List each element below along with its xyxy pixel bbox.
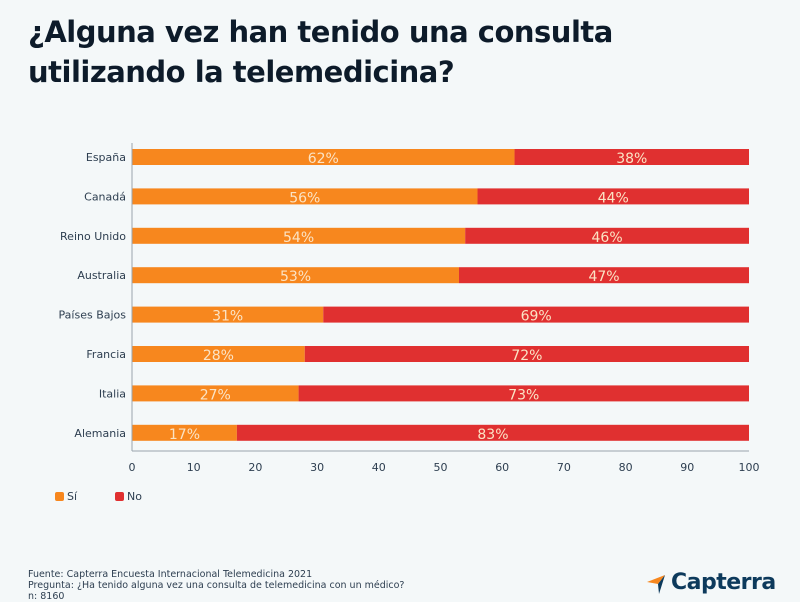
x-tick-label-100: 100 (739, 461, 760, 474)
bar-no-espana (514, 149, 749, 165)
source-note: Fuente: Capterra Encuesta Internacional … (28, 569, 313, 580)
bar-si-espana (132, 149, 515, 165)
bar-si-alemania (132, 424, 237, 441)
footer-notes: Fuente: Capterra Encuesta Internacional … (28, 569, 404, 602)
x-tick-label-30: 30 (310, 461, 324, 474)
bar-no-alemania (236, 424, 749, 441)
chart-title: ¿Alguna vez han tenido una consulta util… (28, 15, 613, 89)
legend-item-si: Sí (55, 490, 77, 503)
sample-note: n: 8160 (28, 591, 65, 602)
bar-si-australia (132, 267, 460, 284)
data-label-no-paises-bajos: 69% (521, 309, 552, 325)
bars-group: España 62% 38% Canadá 56% 44% Reino Unido 54% 46… (59, 149, 749, 443)
legend-label-si: Sí (67, 490, 78, 503)
data-label-si-paises-bajos: 31% (212, 309, 243, 325)
bar-si-italia (132, 385, 299, 402)
x-tick-label-40: 40 (372, 461, 386, 474)
x-tick-label-60: 60 (495, 461, 509, 474)
data-label-si-italia: 27% (200, 387, 231, 403)
data-label-no-australia: 47% (588, 269, 619, 285)
category-label-paises-bajos: Países Bajos (59, 309, 127, 322)
category-label-alemania: Alemania (74, 427, 126, 440)
bar-no-canada (477, 188, 749, 205)
data-label-si-alemania: 17% (169, 427, 200, 443)
x-tick-label-50: 50 (434, 461, 448, 474)
category-label-francia: Francia (86, 348, 126, 361)
data-label-no-alemania: 83% (477, 427, 508, 443)
capterra-arrow-icon (647, 574, 665, 594)
bar-si-paises-bajos (132, 306, 324, 323)
data-label-no-francia: 72% (511, 348, 542, 364)
data-label-si-canada: 56% (289, 190, 320, 206)
x-tick-label-70: 70 (557, 461, 571, 474)
data-label-si-reino-unido: 54% (283, 230, 314, 246)
x-tick-label-0: 0 (129, 461, 136, 474)
category-label-espana: España (86, 151, 126, 164)
data-label-no-canada: 44% (598, 190, 629, 206)
x-tick-label-20: 20 (248, 461, 262, 474)
question-note: Pregunta: ¿Ha tenido alguna vez una cons… (28, 580, 405, 591)
bar-no-australia (459, 267, 749, 284)
legend-swatch-no (115, 492, 125, 501)
bar-no-francia (304, 346, 749, 362)
bar-si-francia (132, 346, 305, 362)
category-label-canada: Canadá (84, 190, 126, 203)
x-tick-label-80: 80 (619, 461, 633, 474)
data-label-si-francia: 28% (203, 348, 234, 364)
bar-si-canada (132, 188, 478, 205)
data-label-no-italia: 73% (508, 387, 539, 403)
bar-no-italia (298, 385, 749, 402)
bar-no-paises-bajos (323, 306, 749, 323)
category-label-italia: Italia (99, 387, 126, 400)
logo-text: Capterra (671, 570, 776, 595)
x-tick-label-10: 10 (187, 461, 201, 474)
data-label-si-australia: 53% (280, 269, 311, 285)
data-label-no-reino-unido: 46% (592, 230, 623, 246)
data-label-si-espana: 62% (308, 151, 339, 167)
x-ticks-group: 0 10 20 30 40 50 60 70 80 90 100 (129, 461, 760, 474)
legend-item-no: No (115, 490, 142, 503)
category-label-australia: Australia (77, 269, 126, 282)
capterra-logo: Capterra (645, 570, 776, 595)
bar-si-reino-unido (132, 227, 466, 244)
bar-no-reino-unido (465, 227, 749, 244)
legend: Sí No (55, 490, 142, 503)
legend-swatch-si (55, 492, 64, 501)
legend-label-no: No (127, 490, 143, 503)
data-label-no-espana: 38% (616, 151, 647, 167)
category-label-reino-unido: Reino Unido (60, 230, 126, 243)
x-tick-label-90: 90 (680, 461, 694, 474)
